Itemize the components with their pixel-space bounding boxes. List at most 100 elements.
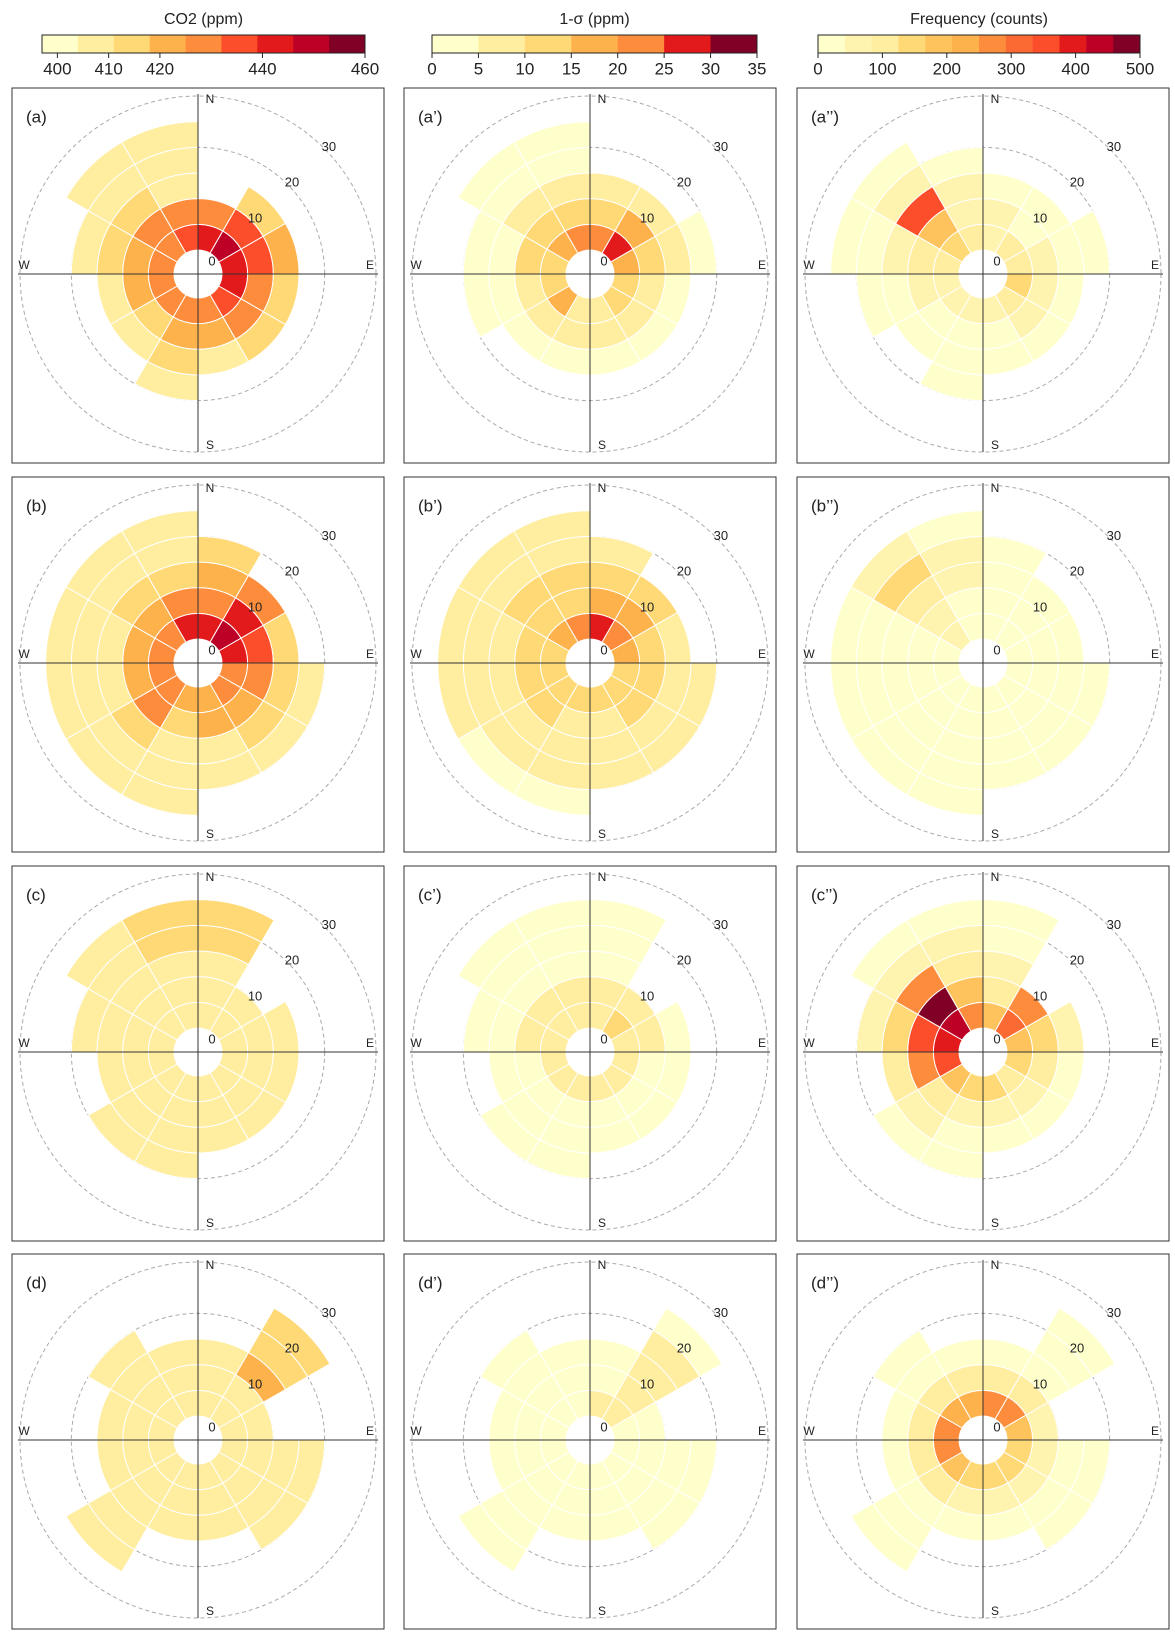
range-label: 0 xyxy=(600,253,607,268)
cell xyxy=(197,535,263,577)
polar-panel: N E S W 0 10 20 30 (b’) xyxy=(403,476,777,853)
direction-label: W xyxy=(18,1036,30,1050)
range-label: 30 xyxy=(714,1305,728,1320)
direction-label: E xyxy=(1151,1424,1159,1438)
colorbar-swatch xyxy=(1059,35,1087,53)
range-label: 0 xyxy=(993,1419,1000,1434)
cell xyxy=(133,360,199,402)
range-label: 20 xyxy=(677,564,691,579)
panel-label: (d’) xyxy=(418,1273,443,1292)
cell xyxy=(457,1502,528,1573)
range-label: 10 xyxy=(248,210,262,225)
cell xyxy=(589,899,667,943)
range-label: 0 xyxy=(993,253,1000,268)
panel-label: (b) xyxy=(26,496,47,515)
direction-label: S xyxy=(598,1604,606,1618)
direction-label: S xyxy=(991,827,999,841)
range-label: 0 xyxy=(208,253,215,268)
cell xyxy=(872,1101,934,1163)
range-label: 20 xyxy=(285,564,299,579)
range-label: 30 xyxy=(322,528,336,543)
panel-label: (b’’) xyxy=(811,496,839,515)
colorbar-swatch xyxy=(1113,35,1141,53)
colorbar-tick-label: 20 xyxy=(608,59,627,78)
range-label: 30 xyxy=(1107,917,1121,932)
direction-label: N xyxy=(991,870,1000,884)
range-label: 10 xyxy=(248,988,262,1003)
cell xyxy=(65,1502,136,1573)
polar-panel: N E S W 0 10 20 30 (d’’) xyxy=(796,1253,1170,1630)
colorbar-tick-label: 410 xyxy=(94,59,122,78)
polar-panel: N E S W 0 10 20 30 (b) xyxy=(11,476,385,853)
range-label: 0 xyxy=(600,1031,607,1046)
direction-label: N xyxy=(206,1258,215,1272)
colorbar-swatch xyxy=(1032,35,1060,53)
range-label: 10 xyxy=(640,988,654,1003)
colorbar-tick-label: 200 xyxy=(933,59,961,78)
colorbar-swatch xyxy=(1005,35,1034,53)
direction-label: W xyxy=(18,258,30,272)
colorbar-swatch xyxy=(432,35,479,53)
colorbar-swatch xyxy=(185,35,222,53)
panel-label: (d) xyxy=(26,1273,47,1292)
polar-panel: N E S W 0 10 20 30 (a’’) xyxy=(796,87,1170,464)
cell xyxy=(1045,1307,1116,1378)
polar-panel: N E S W 0 10 20 30 (c) xyxy=(11,865,385,1242)
colorbar-tick-label: 30 xyxy=(701,59,720,78)
colorbar-swatch xyxy=(478,35,526,53)
direction-label: W xyxy=(410,647,422,661)
direction-label: E xyxy=(366,258,374,272)
range-label: 20 xyxy=(1070,564,1084,579)
range-label: 0 xyxy=(600,642,607,657)
range-label: 0 xyxy=(993,642,1000,657)
direction-label: E xyxy=(1151,258,1159,272)
direction-label: S xyxy=(598,827,606,841)
range-label: 30 xyxy=(714,139,728,154)
colorbar-tick-label: 15 xyxy=(562,59,581,78)
cell xyxy=(850,141,921,212)
range-label: 20 xyxy=(677,1341,691,1356)
polar-panel: N E S W 0 10 20 30 (b’’) xyxy=(796,476,1170,853)
range-label: 30 xyxy=(322,1305,336,1320)
colorbar-frame xyxy=(817,34,1141,54)
polar-panel: N E S W 0 10 20 30 (c’) xyxy=(403,865,777,1242)
colorbar-tick-label: 500 xyxy=(1126,59,1154,78)
colorbar-swatch xyxy=(77,35,115,53)
range-label: 30 xyxy=(1107,528,1121,543)
direction-label: E xyxy=(366,647,374,661)
colorbar-tick-label: 0 xyxy=(813,59,822,78)
range-label: 10 xyxy=(1033,1376,1047,1391)
cell xyxy=(87,1101,149,1163)
cell xyxy=(479,1329,541,1391)
range-label: 20 xyxy=(285,175,299,190)
colorbar-swatch xyxy=(221,35,258,53)
colorbar-frame xyxy=(431,34,758,54)
range-label: 0 xyxy=(208,1419,215,1434)
direction-label: S xyxy=(206,827,214,841)
direction-label: E xyxy=(758,1036,766,1050)
direction-label: N xyxy=(206,481,215,495)
panel-label: (b’) xyxy=(418,496,443,515)
cell xyxy=(918,360,984,402)
colorbar-swatch xyxy=(818,35,846,53)
colorbar-swatch xyxy=(1086,35,1114,53)
colorbar-swatch xyxy=(925,35,953,53)
colorbar-swatch xyxy=(844,35,873,53)
range-label: 30 xyxy=(714,528,728,543)
colorbar-tick-label: 0 xyxy=(427,59,436,78)
direction-label: E xyxy=(1151,1036,1159,1050)
polar-panel: N E S W 0 10 20 30 (c’’) xyxy=(796,865,1170,1242)
range-label: 20 xyxy=(285,1341,299,1356)
direction-label: N xyxy=(598,481,607,495)
colorbar-tick-label: 440 xyxy=(248,59,276,78)
direction-label: E xyxy=(758,258,766,272)
direction-label: E xyxy=(366,1424,374,1438)
colorbar-tick-label: 300 xyxy=(997,59,1025,78)
range-label: 20 xyxy=(677,175,691,190)
range-label: 30 xyxy=(322,139,336,154)
range-label: 10 xyxy=(640,210,654,225)
direction-label: W xyxy=(803,647,815,661)
direction-label: W xyxy=(410,258,422,272)
range-label: 10 xyxy=(248,599,262,614)
colorbar-swatch xyxy=(979,35,1007,53)
